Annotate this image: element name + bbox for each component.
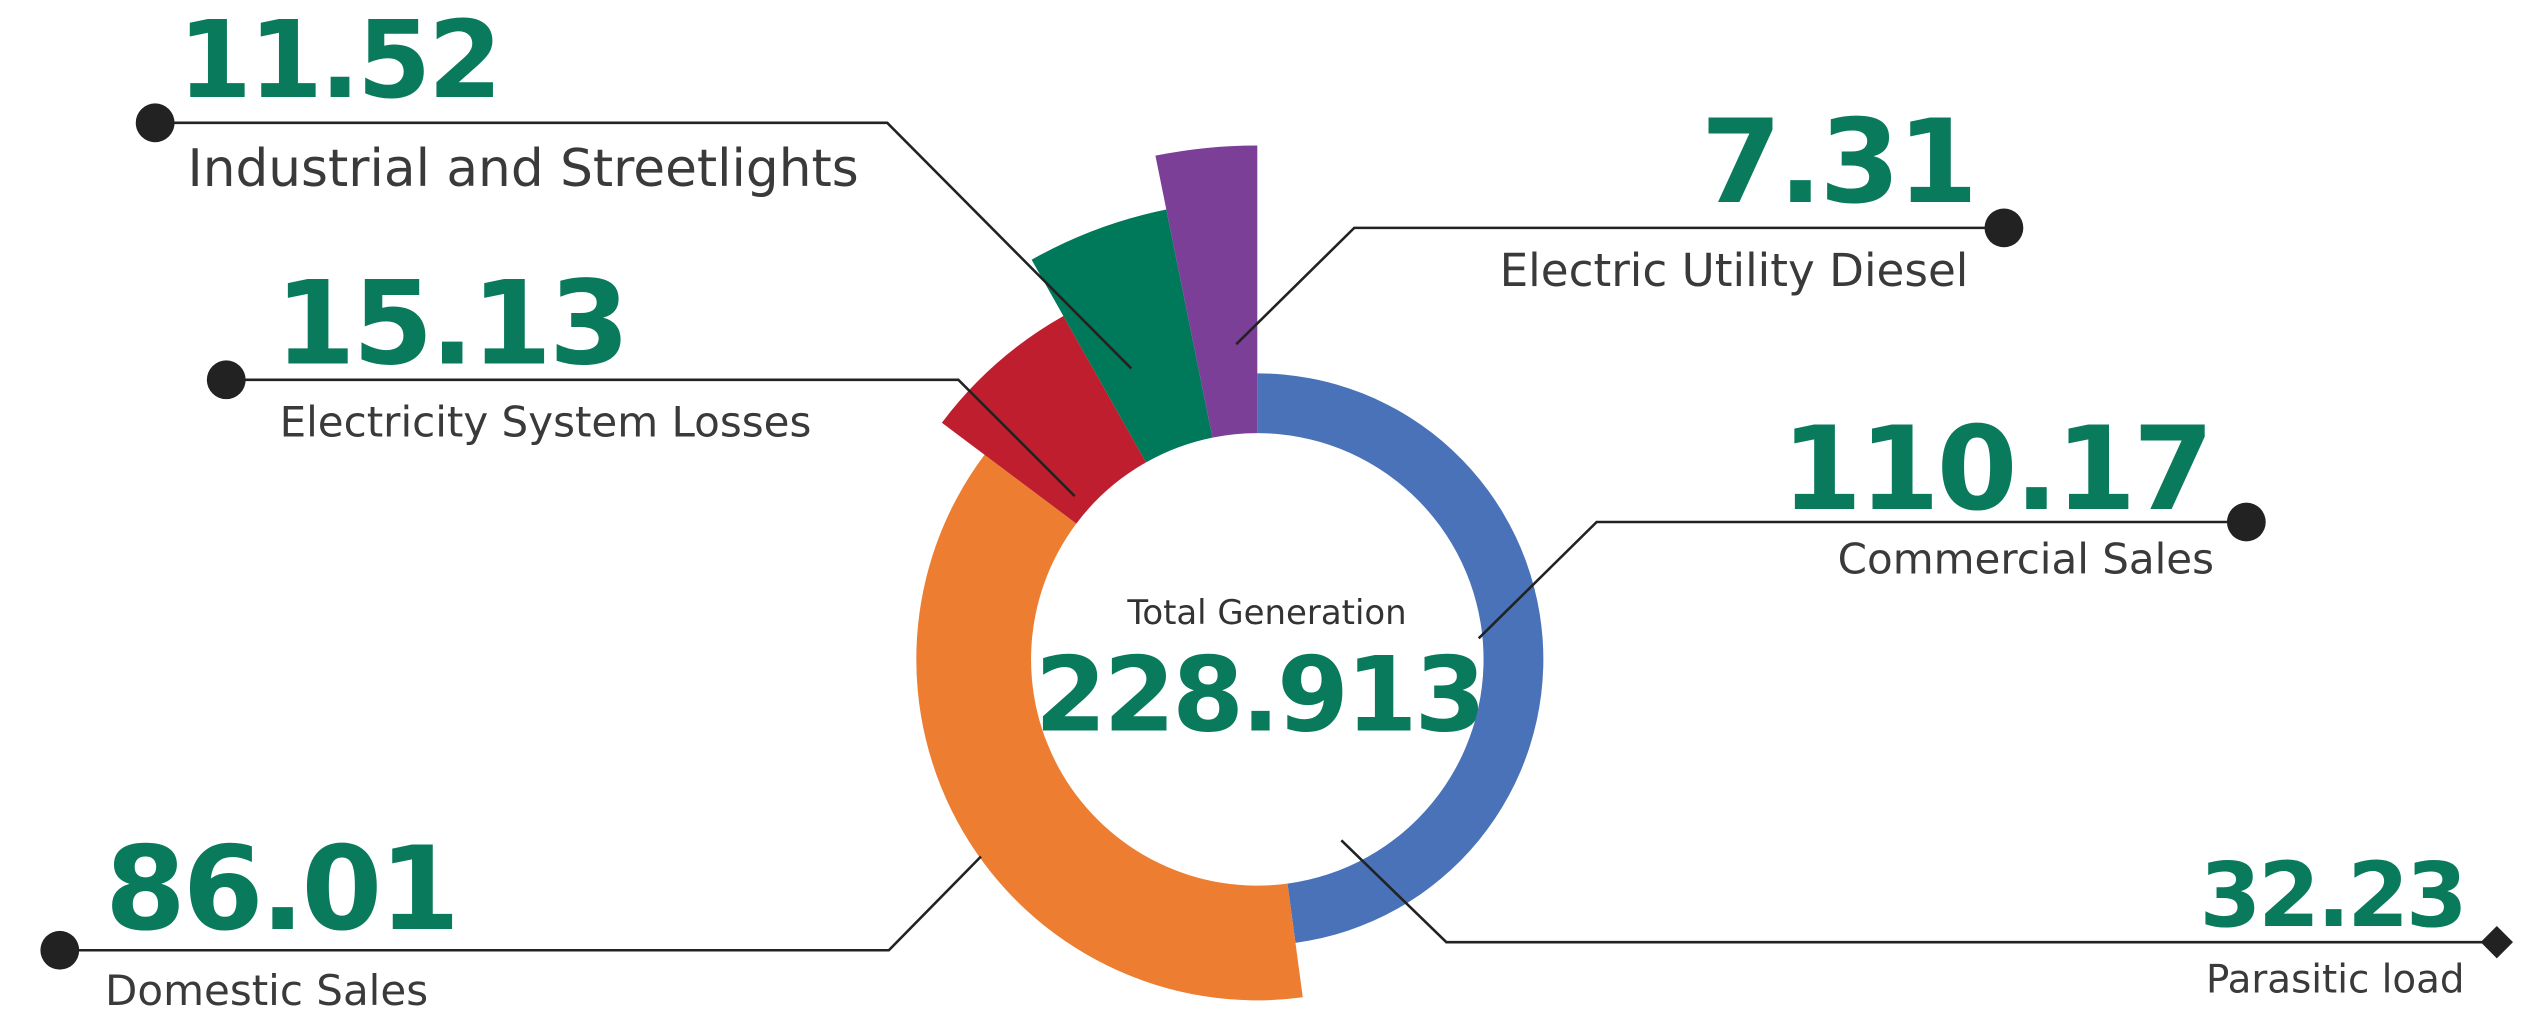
category-label: Parasitic load bbox=[2206, 957, 2465, 1002]
category-label: Electricity System Losses bbox=[280, 397, 812, 446]
leader-line bbox=[59, 855, 982, 952]
leader-dot bbox=[135, 103, 175, 143]
category-label: Electric Utility Diesel bbox=[1500, 244, 1969, 297]
value-label: 7.31 bbox=[1701, 95, 1975, 230]
value-label: 32.23 bbox=[2200, 843, 2465, 947]
center-label: Total Generation bbox=[1126, 594, 1406, 633]
leader-diamond bbox=[2480, 926, 2513, 959]
value-label: 11.52 bbox=[178, 0, 499, 123]
pie-segment bbox=[1031, 209, 1213, 463]
pie-segment bbox=[1155, 145, 1258, 438]
leader-dot bbox=[40, 930, 80, 970]
leader-dot bbox=[1984, 208, 2024, 248]
pie-segment bbox=[1257, 373, 1544, 943]
value-label: 15.13 bbox=[275, 257, 627, 392]
leader-line bbox=[1235, 226, 2004, 346]
pie-segment bbox=[916, 454, 1303, 1001]
leader-dot bbox=[206, 360, 246, 400]
pie-segment bbox=[941, 316, 1147, 524]
category-label: Domestic Sales bbox=[105, 966, 428, 1015]
center-value: 228.913 bbox=[1035, 635, 1483, 755]
leader-line bbox=[155, 121, 1133, 370]
category-label: Industrial and Streetlights bbox=[187, 139, 858, 199]
leader-dot bbox=[2226, 502, 2266, 542]
leader-line bbox=[1477, 520, 2247, 640]
leader-line bbox=[1340, 839, 2497, 944]
leader-line bbox=[226, 378, 1076, 498]
category-label: Commercial Sales bbox=[1838, 535, 2214, 584]
value-label: 86.01 bbox=[105, 822, 457, 957]
value-label: 110.17 bbox=[1781, 402, 2211, 537]
